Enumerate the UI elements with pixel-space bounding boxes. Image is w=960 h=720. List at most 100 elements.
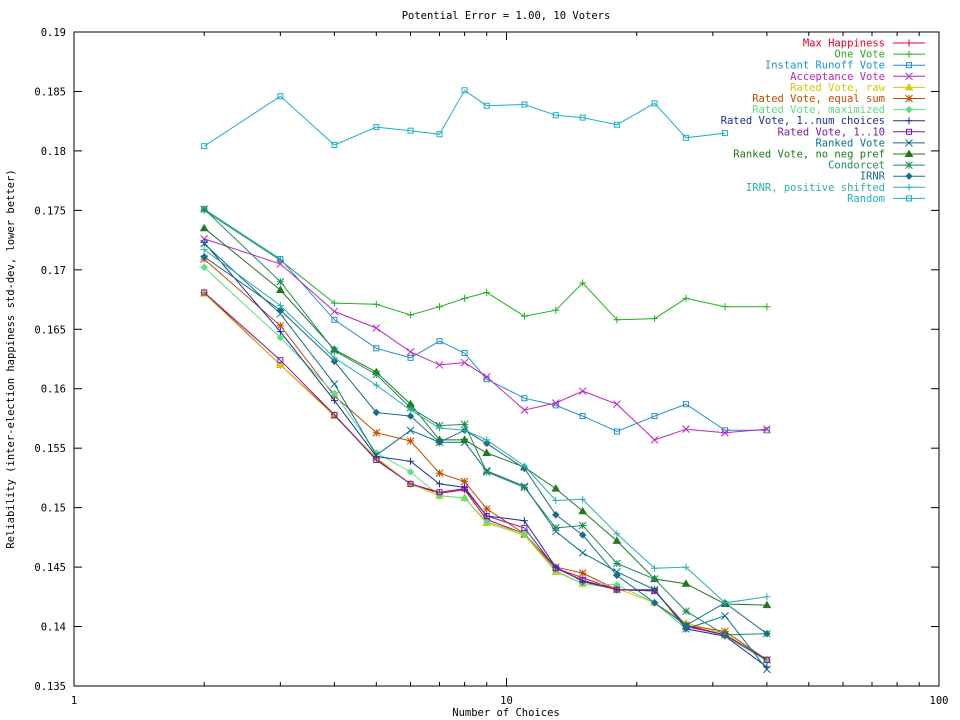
- series-ranked-vote-no-neg-pref: [199, 223, 772, 609]
- data-point: [330, 354, 338, 362]
- data-point: [520, 312, 528, 320]
- data-point: [681, 579, 691, 587]
- data-point: [372, 408, 381, 417]
- data-point: [520, 530, 529, 538]
- data-point: [579, 413, 586, 420]
- data-point: [578, 531, 587, 539]
- legend-marker: [905, 172, 913, 180]
- data-point: [406, 468, 415, 476]
- legend-label: Ranked Vote: [815, 137, 885, 149]
- data-point: [277, 357, 284, 364]
- data-point: [201, 143, 208, 150]
- data-point: [482, 504, 491, 513]
- y-tick-label: 0.16: [41, 384, 66, 396]
- legend-label: IRNR, positive shifted: [746, 182, 885, 194]
- data-point: [372, 428, 381, 437]
- data-point: [482, 448, 492, 456]
- data-point: [551, 523, 560, 532]
- data-point: [330, 357, 339, 366]
- y-tick-label: 0.175: [34, 205, 66, 217]
- data-point: [552, 565, 559, 572]
- y-tick-label: 0.185: [34, 86, 66, 98]
- data-point: [763, 593, 771, 601]
- data-point: [651, 315, 659, 323]
- data-point: [330, 346, 339, 355]
- y-axis-label: Reliability (inter-election happiness st…: [5, 169, 17, 548]
- data-point: [521, 524, 528, 531]
- data-point: [682, 425, 690, 434]
- data-point: [372, 324, 381, 332]
- data-point: [763, 303, 771, 311]
- series-line: [203, 208, 767, 433]
- legend-marker: [905, 72, 913, 81]
- series-line: [203, 89, 726, 147]
- data-point: [372, 453, 380, 461]
- data-point: [276, 333, 285, 342]
- legend-marker: [904, 82, 914, 91]
- data-point: [407, 480, 414, 487]
- data-point: [721, 631, 729, 639]
- data-point: [200, 246, 208, 254]
- series-irnr: [200, 253, 771, 638]
- series-instant-runoff-vote: [201, 206, 770, 435]
- x-tick-label: 10: [500, 695, 513, 707]
- series-line: [203, 293, 768, 661]
- chart-title: Potential Error = 1.00, 10 Voters: [402, 10, 611, 22]
- data-point: [331, 411, 338, 418]
- data-point: [200, 239, 209, 248]
- data-point: [199, 223, 209, 232]
- y-tick-label: 0.17: [41, 265, 66, 277]
- data-point: [763, 665, 771, 674]
- series-rated-vote-1-10: [201, 289, 770, 663]
- data-point: [579, 495, 587, 503]
- data-point: [613, 571, 621, 580]
- data-point: [482, 468, 491, 476]
- series-line: [203, 243, 768, 670]
- data-point: [682, 607, 690, 615]
- data-point: [460, 494, 469, 502]
- data-point: [520, 517, 528, 525]
- series-rated-vote-equal-sum: [200, 255, 771, 664]
- data-point: [682, 563, 690, 571]
- data-point: [435, 438, 444, 446]
- data-point: [436, 131, 443, 138]
- data-point: [551, 484, 561, 492]
- series-rated-vote-maximized: [200, 263, 771, 665]
- data-point: [330, 397, 338, 405]
- legend-label: Rated Vote, equal sum: [752, 93, 885, 105]
- data-point: [330, 299, 338, 307]
- data-point: [520, 462, 528, 470]
- data-point: [276, 277, 285, 286]
- series-lines: [199, 87, 772, 674]
- data-point: [650, 436, 659, 444]
- data-point: [482, 372, 491, 381]
- data-point: [407, 406, 415, 414]
- legend-marker: [905, 39, 913, 47]
- data-point: [276, 260, 285, 268]
- data-point: [650, 575, 659, 583]
- data-point: [682, 294, 690, 302]
- data-point: [551, 399, 560, 407]
- y-tick-label: 0.15: [41, 503, 66, 515]
- data-point: [407, 127, 414, 134]
- data-point: [552, 112, 559, 119]
- data-point: [613, 530, 621, 538]
- legend-label: IRNR: [860, 171, 886, 183]
- series-line: [203, 258, 768, 661]
- data-point: [461, 294, 469, 302]
- data-point: [763, 656, 770, 663]
- legend-label: Rated Vote, maximized: [752, 104, 885, 116]
- data-point: [579, 114, 586, 121]
- series-line: [203, 292, 768, 662]
- data-point: [721, 611, 729, 620]
- data-point: [552, 497, 560, 505]
- legend-label: Rated Vote, 1..10: [778, 126, 885, 138]
- data-point: [275, 285, 285, 294]
- x-tick-label: 1: [71, 695, 77, 707]
- data-point: [613, 400, 621, 409]
- data-point: [331, 141, 338, 148]
- data-point: [578, 521, 587, 530]
- data-point: [521, 395, 528, 402]
- legend-marker: [905, 117, 913, 125]
